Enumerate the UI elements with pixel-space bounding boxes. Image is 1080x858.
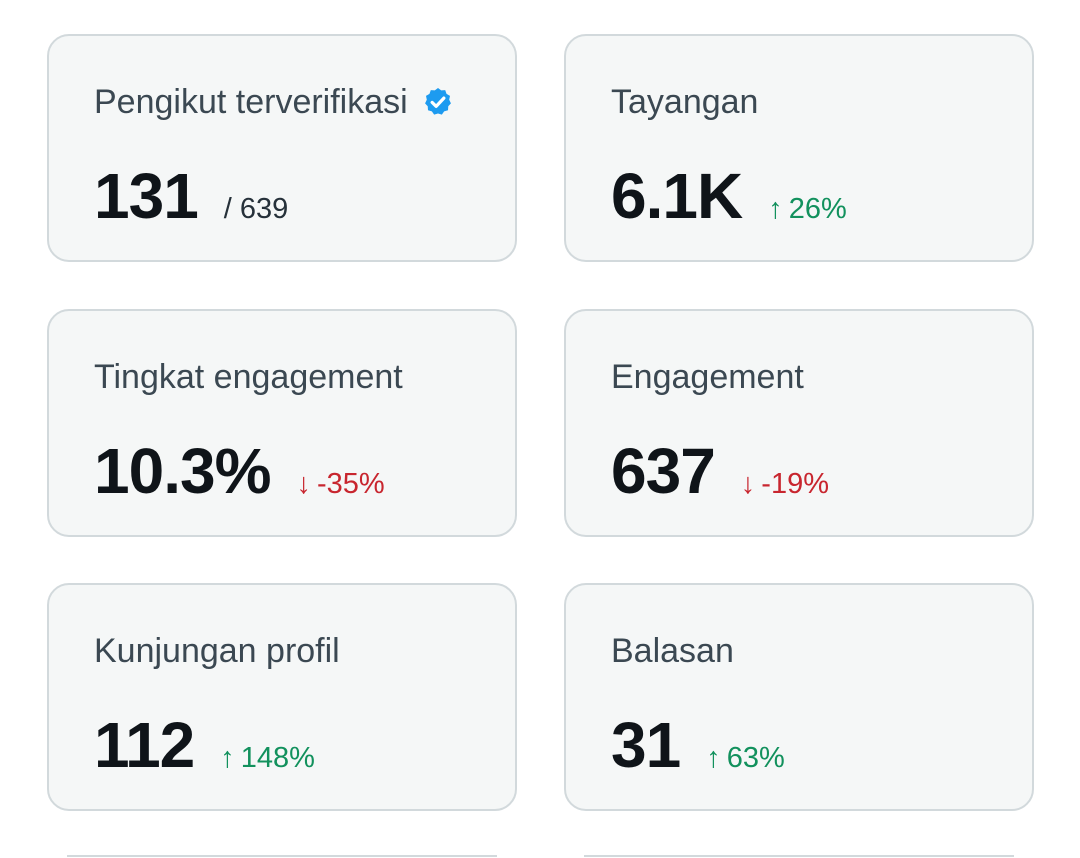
card-title-text: Pengikut terverifikasi: [94, 83, 408, 121]
delta-badge: ↓ -35%: [296, 468, 384, 501]
delta-text: 148%: [240, 742, 315, 774]
arrow-down-icon: ↓: [740, 468, 756, 500]
delta-text: 26%: [788, 193, 847, 225]
card-title: Tayangan: [611, 82, 758, 122]
delta-badge: ↑ 26%: [768, 193, 847, 226]
arrow-up-icon: ↑: [706, 742, 721, 774]
arrow-down-icon: ↓: [296, 468, 311, 500]
value-row: 6.1K ↑ 26%: [611, 161, 847, 231]
stat-value: 637: [611, 435, 716, 507]
stat-value: 112: [94, 709, 195, 781]
arrow-up-icon: ↑: [220, 742, 235, 774]
stat-value: 131: [94, 160, 199, 232]
stat-card-engagement[interactable]: Engagement 637 ↓ -19%: [564, 309, 1034, 537]
card-title-text: Balasan: [611, 632, 734, 670]
card-title: Kunjungan profil: [94, 631, 340, 671]
stat-card-profile-visits[interactable]: Kunjungan profil 112 ↑ 148%: [47, 583, 517, 811]
stat-card-replies[interactable]: Balasan 31 ↑ 63%: [564, 583, 1034, 811]
card-title-text: Engagement: [611, 358, 804, 396]
card-title: Balasan: [611, 631, 734, 671]
value-row: 131 / 639: [94, 161, 288, 231]
stat-card-verified-followers[interactable]: Pengikut terverifikasi 131 / 639: [47, 34, 517, 262]
delta-badge: ↑ 148%: [220, 742, 315, 775]
delta-text: 63%: [726, 742, 785, 774]
stat-card-engagement-rate[interactable]: Tingkat engagement 10.3% ↓ -35%: [47, 309, 517, 537]
card-title-text: Tayangan: [611, 83, 759, 121]
card-title-text: Kunjungan profil: [94, 632, 340, 670]
card-title: Tingkat engagement: [94, 357, 403, 397]
value-row: 112 ↑ 148%: [94, 710, 315, 780]
card-title-text: Tingkat engagement: [94, 358, 403, 396]
delta-badge: ↑ 63%: [706, 742, 785, 775]
value-row: 10.3% ↓ -35%: [94, 436, 385, 506]
card-title: Pengikut terverifikasi: [94, 82, 454, 122]
value-row: 637 ↓ -19%: [611, 436, 829, 506]
stat-card-impressions[interactable]: Tayangan 6.1K ↑ 26%: [564, 34, 1034, 262]
stat-value: 6.1K: [611, 160, 743, 232]
stat-total: / 639: [223, 193, 289, 225]
delta-badge: ↓ -19%: [741, 468, 829, 501]
delta-text: -35%: [316, 468, 385, 500]
stat-value: 31: [611, 709, 681, 781]
value-row: 31 ↑ 63%: [611, 710, 785, 780]
card-title: Engagement: [611, 357, 804, 397]
stat-value: 10.3%: [94, 435, 271, 507]
arrow-up-icon: ↑: [768, 193, 783, 225]
partial-card-edge: [67, 855, 497, 858]
delta-text: -19%: [761, 468, 829, 500]
verified-badge-icon: [422, 86, 454, 118]
partial-card-edge: [584, 855, 1014, 858]
